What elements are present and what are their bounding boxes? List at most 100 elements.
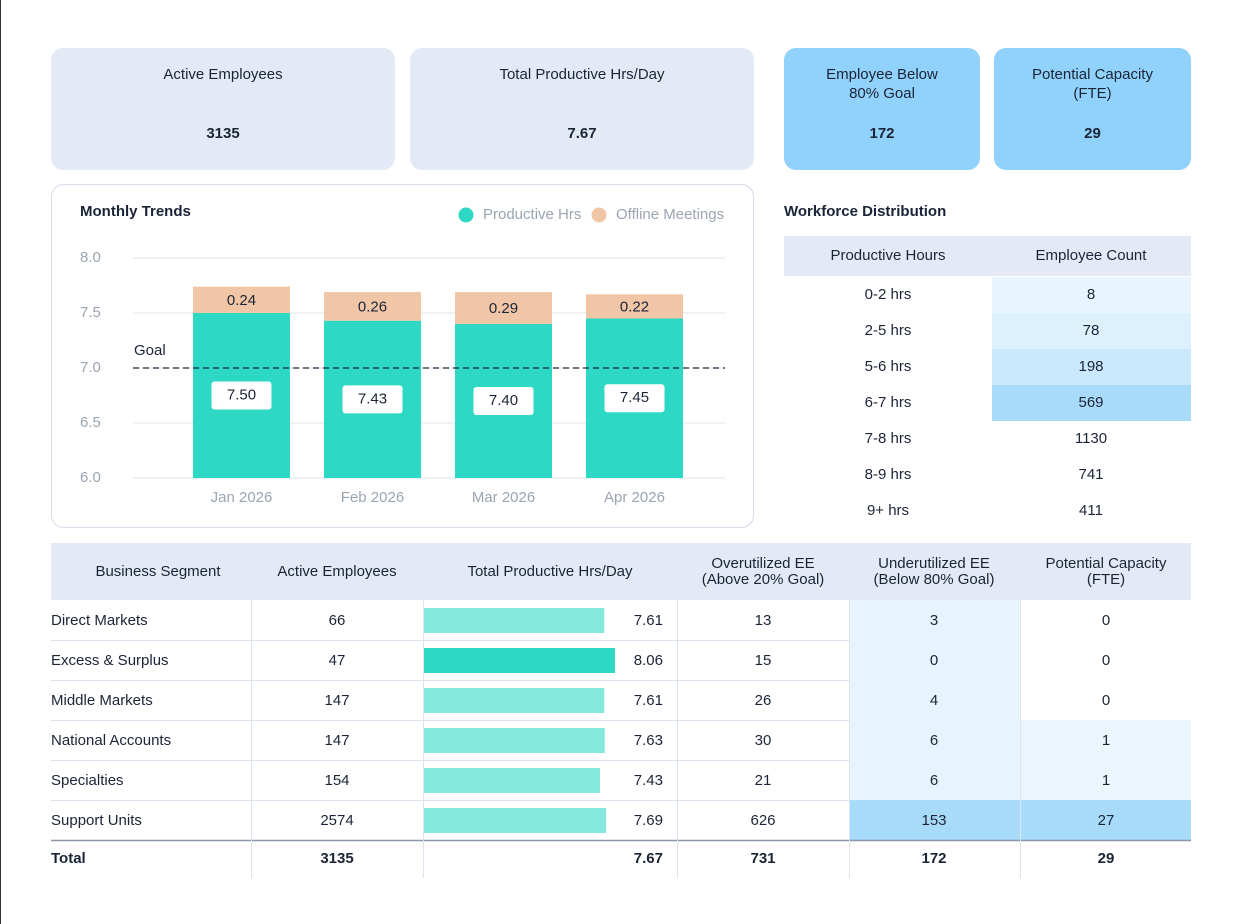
kpi-label: Employee Below: [826, 66, 938, 83]
cell-text: 27: [1098, 812, 1115, 829]
employee-count: 1130: [1075, 430, 1107, 447]
shaded-cell: [849, 640, 1020, 680]
value-label-box: [473, 387, 534, 415]
cell-text: 29: [1098, 850, 1115, 867]
shaded-cell: [849, 800, 1020, 840]
y-tick-label: 8.0: [80, 249, 101, 266]
column-header: Active Employees: [277, 563, 396, 580]
employee-count: 78: [1083, 322, 1100, 339]
hours-bar: [423, 648, 615, 673]
cell-text: 147: [324, 692, 349, 709]
shaded-cell: [1020, 600, 1191, 640]
cell-text: 6: [930, 772, 938, 789]
y-tick-label: 7.0: [80, 359, 101, 376]
kpi-card: [994, 48, 1191, 170]
shaded-cell: [849, 760, 1020, 800]
cell-text: 0: [1102, 692, 1110, 709]
shaded-cell: [849, 680, 1020, 720]
hours-bar: [423, 728, 605, 753]
shaded-cell: [1020, 640, 1191, 680]
value-label-box: [211, 381, 272, 410]
value-label-box: [342, 385, 403, 414]
kpi-label: Potential Capacity: [1032, 66, 1153, 83]
count-cell: [992, 457, 1191, 493]
hours-range: 0-2 hrs: [865, 286, 912, 303]
cell-text: 15: [755, 652, 772, 669]
x-tick-label: Apr 2026: [604, 489, 665, 506]
value-label: 0.29: [489, 300, 518, 317]
count-cell: [992, 385, 1191, 421]
column-header: Potential Capacity: [1046, 555, 1167, 572]
column-header: (FTE): [1087, 571, 1125, 588]
legend-label: Productive Hrs: [483, 206, 581, 223]
cell-text: 13: [755, 612, 772, 629]
hours-range: 2-5 hrs: [865, 322, 912, 339]
kpi-card: [410, 48, 754, 170]
chart-title: Monthly Trends: [80, 203, 191, 220]
y-tick-label: 6.0: [80, 469, 101, 486]
kpi-card: [51, 48, 395, 170]
cell-text: 8.06: [634, 652, 663, 669]
cell-text: 731: [750, 850, 775, 867]
cell-text: Excess & Surplus: [51, 652, 169, 669]
cell-text: 7.61: [634, 692, 663, 709]
shaded-cell: [849, 720, 1020, 760]
bar-segment: [455, 292, 552, 324]
hours-range: 8-9 hrs: [865, 466, 912, 483]
kpi-value: 172: [869, 125, 894, 142]
cell-text: Specialties: [51, 772, 124, 789]
legend-swatch: [458, 207, 474, 223]
cell-text: Total: [51, 850, 86, 867]
shaded-cell: [849, 600, 1020, 640]
cell-text: 154: [324, 772, 349, 789]
table-header: [784, 236, 1191, 276]
value-label: 7.40: [489, 392, 518, 409]
bar-segment: [193, 286, 290, 313]
cell-text: 2574: [320, 812, 353, 829]
kpi-label: Total Productive Hrs/Day: [499, 66, 665, 83]
value-label: 0.22: [620, 298, 649, 315]
column-header: Business Segment: [95, 563, 221, 580]
table-header: [51, 543, 1191, 600]
column-header: (Below 80% Goal): [874, 571, 995, 588]
value-label: 0.26: [358, 298, 387, 315]
legend-swatch: [591, 207, 607, 223]
kpi-value: 7.67: [567, 125, 596, 142]
bar-segment: [586, 294, 683, 319]
x-tick-label: Mar 2026: [472, 489, 535, 506]
cell-text: 1: [1102, 732, 1110, 749]
employee-count: 8: [1087, 286, 1095, 303]
cell-text: 0: [1102, 652, 1110, 669]
goal-label: Goal: [134, 342, 166, 359]
shaded-cell: [1020, 760, 1191, 800]
count-cell: [992, 493, 1191, 529]
x-tick-label: Jan 2026: [211, 489, 273, 506]
cell-text: 0: [1102, 612, 1110, 629]
value-label: 7.45: [620, 389, 649, 406]
cell-text: 21: [755, 772, 772, 789]
cell-text: 147: [324, 732, 349, 749]
cell-text: 7.63: [634, 732, 663, 749]
cell-text: National Accounts: [51, 732, 171, 749]
cell-text: 7.43: [634, 772, 663, 789]
column-header: Overutilized EE: [711, 555, 814, 572]
cell-text: 47: [329, 652, 346, 669]
cell-text: 0: [930, 652, 938, 669]
cell-text: 1: [1102, 772, 1110, 789]
hours-bar: [423, 808, 607, 833]
shaded-cell: [1020, 680, 1191, 720]
value-label: 0.24: [227, 292, 256, 309]
legend-label: Offline Meetings: [616, 206, 724, 223]
cell-text: Direct Markets: [51, 612, 148, 629]
cell-text: 4: [930, 692, 938, 709]
cell-text: 26: [755, 692, 772, 709]
cell-text: 3: [930, 612, 938, 629]
column-header: Employee Count: [1036, 247, 1148, 264]
cell-text: 626: [750, 812, 775, 829]
column-header: Productive Hours: [830, 247, 945, 264]
column-header: Total Productive Hrs/Day: [467, 563, 633, 580]
hours-range: 5-6 hrs: [865, 358, 912, 375]
hours-bar: [423, 608, 605, 633]
cell-text: 66: [329, 612, 346, 629]
